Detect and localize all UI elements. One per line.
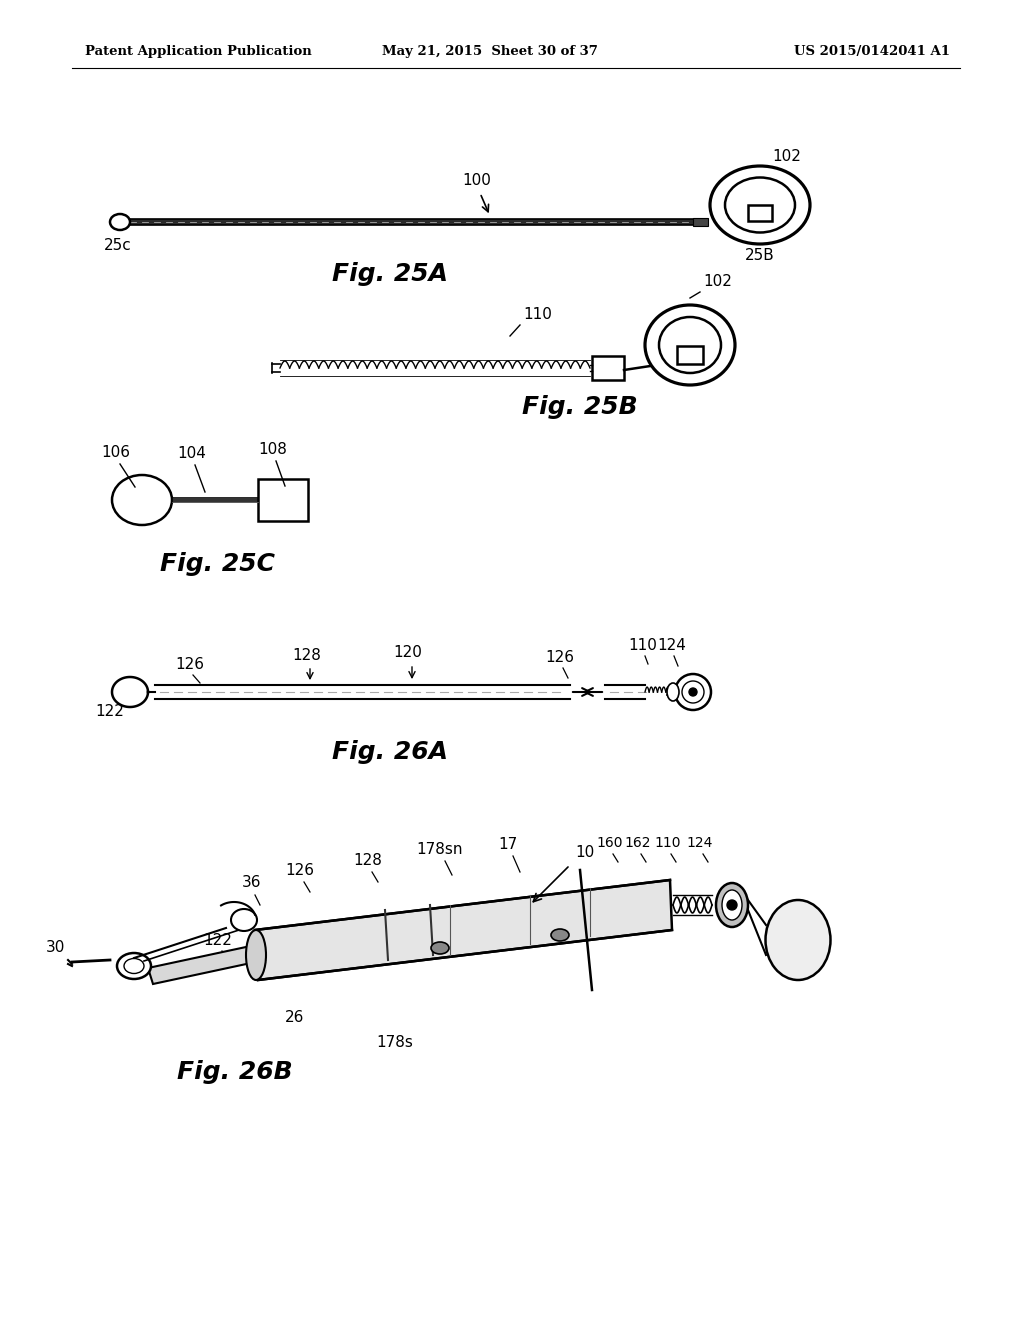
Ellipse shape [112,475,172,525]
Text: 124: 124 [687,836,713,850]
Ellipse shape [682,681,705,704]
Ellipse shape [716,883,748,927]
Text: 110: 110 [654,836,681,850]
Polygon shape [255,880,672,979]
Text: Fig. 26B: Fig. 26B [177,1060,293,1084]
Text: 120: 120 [393,645,423,660]
Ellipse shape [246,931,266,979]
Text: 110: 110 [523,308,552,322]
Text: May 21, 2015  Sheet 30 of 37: May 21, 2015 Sheet 30 of 37 [382,45,598,58]
Ellipse shape [675,675,711,710]
Text: 124: 124 [657,638,686,653]
Circle shape [727,900,737,909]
Text: 10: 10 [575,845,594,861]
Text: 102: 102 [772,149,801,164]
Ellipse shape [667,682,679,701]
Text: Fig. 26A: Fig. 26A [332,741,449,764]
Bar [120,219,695,224]
Text: 25B: 25B [745,248,775,263]
Ellipse shape [231,909,257,931]
Text: 17: 17 [499,837,517,851]
Ellipse shape [645,305,735,385]
Ellipse shape [659,317,721,374]
Text: 36: 36 [243,875,262,890]
Text: 122: 122 [204,933,232,948]
Text: 25c: 25c [104,238,132,253]
Text: 128: 128 [293,648,322,663]
Text: 126: 126 [175,657,205,672]
Text: 110: 110 [629,638,657,653]
Ellipse shape [722,890,742,920]
Text: 26: 26 [286,1010,305,1026]
Ellipse shape [766,900,830,979]
Bar [172,498,258,502]
Text: 178sn: 178sn [417,842,463,857]
Text: 108: 108 [259,442,288,457]
Text: 102: 102 [703,275,732,289]
Polygon shape [148,944,265,983]
Text: 100: 100 [463,173,492,187]
Text: 178s: 178s [377,1035,414,1049]
Text: Patent Application Publication: Patent Application Publication [85,45,311,58]
Polygon shape [112,677,148,708]
Ellipse shape [117,953,151,979]
Ellipse shape [710,166,810,244]
Ellipse shape [551,929,569,941]
Text: Fig. 25C: Fig. 25C [161,552,275,576]
Text: 30: 30 [46,940,65,956]
Text: US 2015/0142041 A1: US 2015/0142041 A1 [794,45,950,58]
Ellipse shape [725,177,795,232]
Ellipse shape [431,942,449,954]
Ellipse shape [124,958,144,974]
Text: Fig. 25A: Fig. 25A [332,261,449,286]
Text: 126: 126 [546,649,574,665]
Bar [677,346,703,364]
Text: 162: 162 [625,836,651,850]
Text: 128: 128 [353,853,382,869]
Bar [748,205,772,220]
Text: 160: 160 [597,836,624,850]
Ellipse shape [110,214,130,230]
Bar [258,479,308,521]
Text: 104: 104 [177,446,207,461]
Bar [592,356,624,380]
Text: Fig. 25B: Fig. 25B [522,395,638,418]
Text: 126: 126 [286,863,314,878]
Bar [693,218,708,226]
Circle shape [689,688,697,696]
Text: 106: 106 [101,445,130,459]
Text: 122: 122 [95,704,125,719]
